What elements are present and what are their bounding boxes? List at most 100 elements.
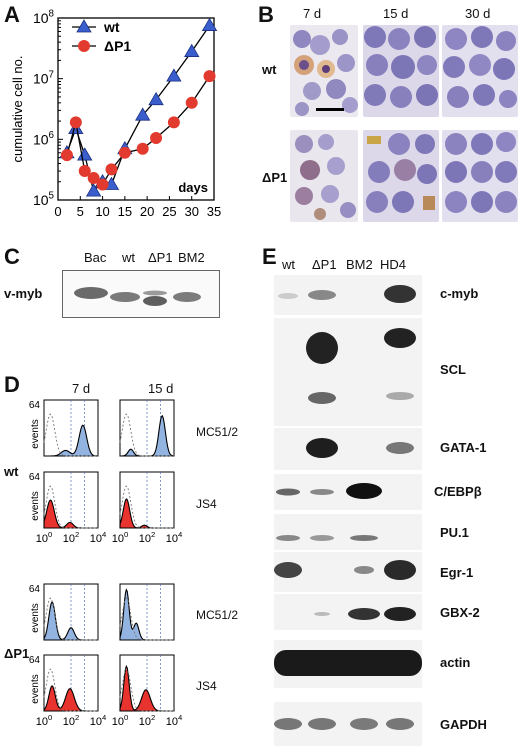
x-tick-label: 15 [118, 204, 132, 219]
panel-d-col-7d: 7 d [72, 381, 91, 396]
growth-chart: 0 5 10 15 20 25 30 35 105 106 107 108 cumulative cel… [10, 9, 221, 219]
data-point-1 [69, 116, 82, 129]
y-tick-label: 107 [33, 69, 54, 86]
control-histogram [119, 485, 174, 529]
panel-b-letter: B [258, 2, 274, 27]
blot-gapdh [274, 702, 422, 746]
v-myb-blot [62, 270, 220, 318]
data-point-1 [87, 172, 100, 185]
data-point-1 [118, 146, 131, 159]
y-tick-label: 106 [33, 130, 55, 147]
blot-actin [274, 640, 422, 688]
y-max-label: 64 [29, 584, 41, 595]
data-point-0 [184, 43, 200, 57]
x-tick-label: 102 [63, 530, 80, 545]
blot-gbx-2 [274, 594, 422, 630]
x-tick-label: 100 [112, 530, 129, 545]
blot-pu1 [274, 514, 422, 550]
legend-label: ΔP1 [104, 38, 131, 54]
micrograph-dp1-15d [363, 130, 439, 222]
gene-cebpb: C/EBPβ [434, 484, 482, 499]
marker-wt-mc51: MC51/2 [196, 425, 239, 439]
x-tick-label: 100 [36, 713, 53, 728]
panel-d-group-dp1: ΔP1 [4, 646, 30, 661]
panel-d-letter: D [4, 372, 20, 397]
x-tick-label: 20 [140, 204, 154, 219]
e-lane-dp1: ΔP1 [312, 257, 337, 272]
gene-gata-1: GATA-1 [440, 440, 487, 455]
x-tick-label: 35 [207, 204, 221, 219]
marker-dp1-mc51: MC51/2 [196, 608, 239, 622]
lane-bac: Bac [84, 250, 107, 265]
control-histogram [119, 413, 174, 457]
x-tick-label: 100 [36, 530, 53, 545]
flow-histograms: 64 events 64 events 100 102 104 100 102 104 64 even… [29, 399, 183, 728]
panel-b-col-15d: 15 d [383, 6, 409, 21]
gene-c-myb: c-myb [440, 286, 479, 301]
x-tick-label: 10 [95, 204, 109, 219]
x-tick-label: 5 [77, 204, 84, 219]
y-max-label: 64 [29, 655, 41, 666]
blot-c-myb [274, 275, 422, 315]
x-tick-label: 102 [139, 713, 156, 728]
micrograph-wt-30d [442, 25, 518, 117]
control-histogram [43, 597, 98, 641]
panel-d-col-15d: 15 d [148, 381, 174, 396]
data-point-0 [148, 91, 164, 106]
panel-b-row-wt: wt [262, 62, 277, 77]
data-point-1 [185, 96, 198, 109]
panel-b-row-dp1: ΔP1 [262, 170, 288, 185]
data-point-1 [96, 178, 109, 191]
x-tick-label: 104 [90, 530, 107, 545]
y-max-label: 64 [29, 472, 41, 483]
data-point-1 [60, 149, 73, 162]
legend-label: wt [103, 19, 120, 35]
lane-dp1: ΔP1 [148, 250, 173, 265]
panel-a-letter: A [4, 2, 20, 27]
data-point-0 [85, 183, 102, 197]
gene-scl: SCL [440, 362, 466, 377]
events-label: events [30, 603, 41, 632]
data-point-1 [136, 142, 149, 155]
data-point-1 [203, 70, 216, 83]
micrograph-dp1-30d [442, 130, 518, 222]
y-axis-label: cumulative cell no. [10, 56, 25, 163]
panel-b-col-30d: 30 d [465, 6, 491, 21]
control-histogram [43, 668, 98, 712]
data-point-1 [150, 132, 163, 145]
blot-scl [274, 318, 422, 426]
x-tick-label: 104 [166, 530, 183, 545]
x-tick-label: 30 [184, 204, 198, 219]
lane-wt: wt [122, 250, 135, 265]
legend-marker [76, 19, 92, 33]
control-histogram [43, 413, 98, 457]
panel-c-letter: C [4, 244, 20, 269]
v-myb-label: v-myb [4, 286, 43, 301]
panel-b-col-7d: 7 d [303, 6, 322, 21]
scale-bar [316, 108, 344, 111]
events-label: events [30, 419, 41, 448]
panel-d-group-wt: wt [4, 464, 19, 479]
x-tick-label: 104 [166, 713, 183, 728]
legend-marker [78, 40, 90, 52]
micrograph-wt-7d [290, 25, 358, 117]
events-label: events [30, 674, 41, 703]
y-max-label: 64 [29, 400, 41, 411]
gene-gapdh: GAPDH [440, 717, 487, 732]
plot-frame [57, 17, 215, 201]
y-tick-label: 108 [33, 9, 55, 26]
blot-gata-1 [274, 428, 422, 470]
data-point-0 [201, 17, 218, 31]
data-point-0 [134, 107, 151, 121]
micrograph-wt-15d [363, 25, 439, 117]
x-tick-label: 102 [139, 530, 156, 545]
gene-pu1: PU.1 [440, 525, 469, 540]
data-point-1 [167, 116, 180, 129]
y-tick-label: 105 [33, 191, 55, 208]
control-histogram [43, 485, 98, 529]
x-axis-label: days [178, 180, 208, 195]
data-point-1 [105, 163, 118, 176]
x-tick-label: 100 [112, 713, 129, 728]
control-histogram [119, 668, 174, 712]
marker-dp1-js4: JS4 [196, 679, 217, 693]
